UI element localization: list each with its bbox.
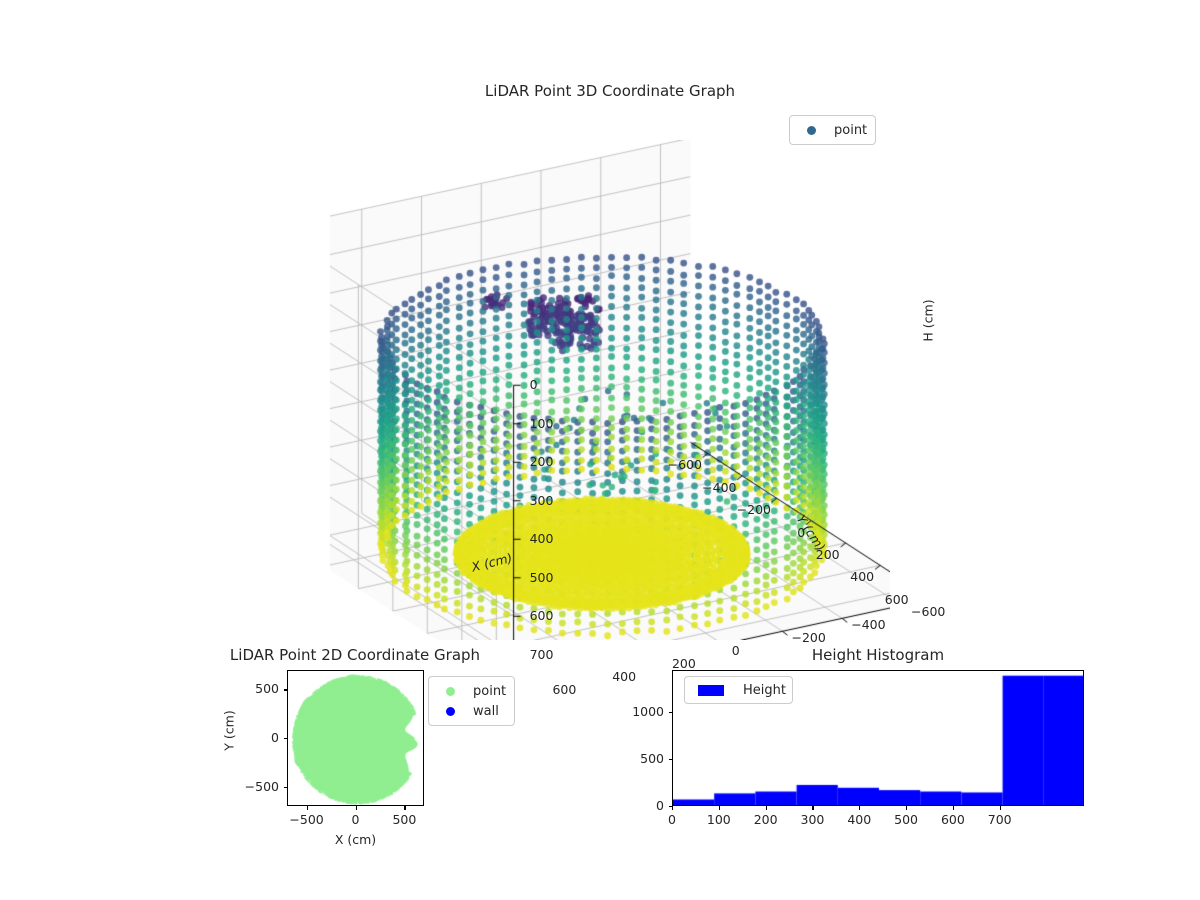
plot3d-ztick-5: 500: [529, 569, 554, 585]
plot2d-legend[interactable]: point wall: [428, 676, 516, 726]
plot2d-xtickmark-0: [306, 806, 308, 810]
plot3d-ztick-6: 600: [529, 608, 554, 624]
histogram-ytickmark-0: [668, 806, 672, 808]
plot3d-xtick-4: 200: [815, 547, 840, 562]
plot2d-ytickmark-0: [283, 786, 287, 788]
plot3d-ztick-1: 100: [529, 415, 554, 431]
histogram-xtickmark-5: [906, 806, 908, 810]
histogram-legend[interactable]: Height: [684, 676, 793, 704]
histogram-xtick-0: 0: [668, 812, 676, 827]
plot2d-ytickmark-2: [283, 689, 287, 691]
plot3d-xtick-0: −600: [667, 457, 702, 473]
plot2d-ytickmark-1: [283, 738, 287, 740]
wall-marker-icon: [437, 706, 463, 716]
histogram-xtick-3: 300: [800, 812, 825, 827]
plot3d-ytick-1: −400: [851, 617, 886, 633]
plot3d-xtick-2: −200: [736, 502, 771, 518]
legend-item-point[interactable]: point: [437, 681, 506, 701]
plot3d-ytick-2: −200: [791, 630, 826, 646]
plot3d-ytick-0: −600: [911, 604, 946, 620]
plot2d-ytick-0: −500: [244, 778, 279, 794]
histogram-xtick-6: 600: [940, 812, 965, 827]
histogram-ytick-0: 0: [656, 798, 664, 813]
plot2d-title: LiDAR Point 2D Coordinate Graph: [229, 646, 481, 664]
legend-label-point: point: [473, 683, 507, 699]
legend-item-wall[interactable]: wall: [437, 701, 506, 721]
plot3d-xtick-3: 0: [797, 524, 806, 540]
legend-label-wall: wall: [473, 703, 499, 719]
plot3d-ztick-7: 700: [529, 646, 554, 662]
plot2d-xtick-0: −500: [289, 812, 324, 827]
plot3d-canvas: [330, 140, 890, 640]
plot3d-xtick-6: 600: [884, 591, 909, 607]
plot3d-ztick-2: 200: [529, 454, 554, 470]
histogram-title: Height Histogram: [811, 646, 945, 664]
plot3d-ztick-3: 300: [529, 492, 554, 508]
plot3d-axes[interactable]: [330, 140, 890, 640]
plot2d-xtickmark-1: [355, 806, 357, 810]
plot3d-legend[interactable]: point: [789, 115, 877, 145]
plot3d-ytick-4: 200: [671, 656, 696, 672]
plot3d-ztick-4: 400: [529, 531, 554, 547]
histogram-xtick-5: 500: [894, 812, 918, 827]
histogram-xtick-2: 200: [753, 812, 778, 827]
legend-item-point[interactable]: point: [798, 120, 867, 140]
plot3d-ytick-5: 400: [612, 669, 637, 685]
histogram-xtick-1: 100: [706, 812, 731, 827]
plot2d-ylabel: Y (cm): [221, 710, 237, 751]
histogram-xtickmark-2: [765, 806, 767, 810]
histogram-ytick-1: 500: [640, 751, 664, 767]
plot3d-xtick-1: −400: [702, 479, 737, 495]
histogram-xtickmark-3: [812, 806, 814, 810]
histogram-xtickmark-4: [859, 806, 861, 810]
histogram-xtickmark-0: [672, 806, 674, 810]
plot3d-ytick-3: 0: [731, 643, 740, 659]
plot2d-ytick-2: 500: [255, 681, 279, 697]
plot2d-xlabel: X (cm): [334, 832, 377, 847]
plot3d-zlabel: H (cm): [920, 299, 936, 342]
histogram-xtickmark-7: [999, 806, 1001, 810]
histogram-ytickmark-2: [668, 712, 672, 714]
point-marker-icon: [798, 125, 824, 135]
histogram-xtickmark-6: [952, 806, 954, 810]
plot2d-xtickmark-2: [404, 806, 406, 810]
histogram-xtickmark-1: [718, 806, 720, 810]
histogram-ytickmark-1: [668, 759, 672, 761]
plot2d-xtick-2: 500: [392, 812, 417, 827]
plot2d-axes[interactable]: [287, 670, 424, 806]
histogram-xtick-4: 400: [847, 812, 872, 827]
plot3d-ytick-6: 600: [552, 681, 577, 697]
height-patch-icon: [691, 684, 731, 696]
histogram-ytick-2: 1000: [632, 704, 664, 720]
legend-item-height[interactable]: Height: [691, 680, 786, 700]
legend-label-point: point: [834, 122, 868, 138]
plot2d-canvas: [288, 671, 423, 805]
plot3d-ztick-0: 0: [529, 377, 538, 393]
legend-label-height: Height: [743, 682, 786, 698]
plot3d-title: LiDAR Point 3D Coordinate Graph: [484, 82, 736, 100]
point-marker-icon: [437, 686, 463, 696]
plot2d-xtick-1: 0: [351, 812, 360, 827]
plot3d-xtick-5: 400: [850, 569, 875, 585]
plot2d-ytick-1: 0: [271, 730, 279, 745]
histogram-xtick-7: 700: [987, 812, 1012, 827]
